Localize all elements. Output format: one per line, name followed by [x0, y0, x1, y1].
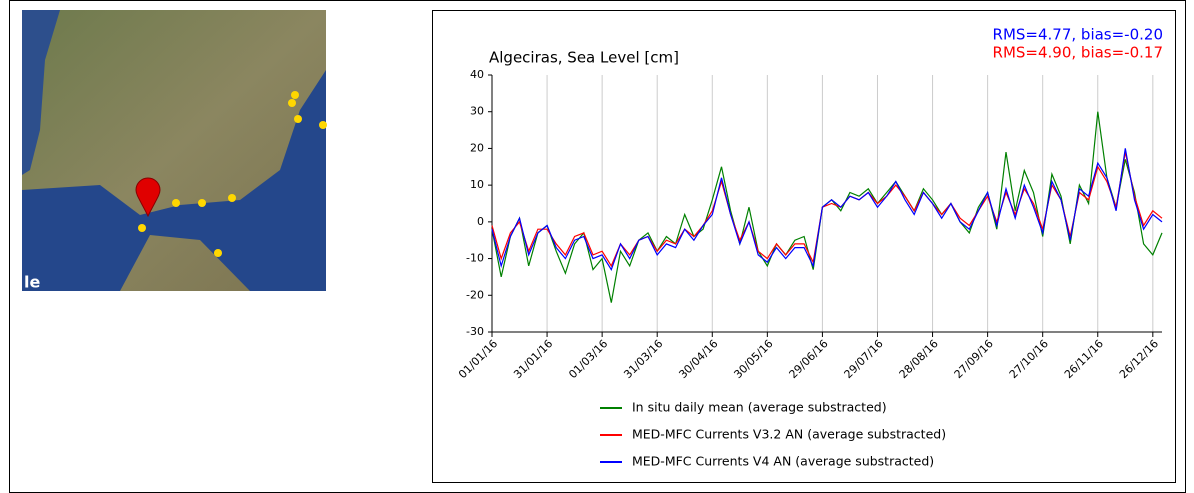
map-station [228, 194, 236, 202]
series-line [491, 111, 1163, 303]
map-station [172, 199, 180, 207]
legend-label: In situ daily mean (average substracted) [632, 400, 887, 415]
x-tick-label: 29/06/16 [787, 337, 831, 381]
annotation: RMS=4.77, bias=-0.20 [993, 26, 1163, 44]
y-tick-label: 30 [470, 105, 484, 118]
map-marker[interactable] [135, 177, 161, 218]
chart-title: Algeciras, Sea Level [cm] [489, 49, 679, 67]
map: le [22, 10, 327, 292]
map-station [288, 99, 296, 107]
legend-label: MED-MFC Currents V4 AN (average substrac… [632, 454, 934, 469]
map-sea [22, 10, 60, 175]
map-sea [22, 70, 326, 291]
x-tick-label: 01/01/16 [456, 337, 500, 381]
x-tick-label: 26/12/16 [1117, 337, 1161, 381]
y-tick-label: -10 [466, 252, 484, 265]
x-tick-label: 26/11/16 [1062, 337, 1106, 381]
map-station [138, 224, 146, 232]
x-tick-label: 01/03/16 [566, 337, 610, 381]
series-line [491, 148, 1163, 271]
x-tick-label: 30/05/16 [731, 337, 775, 381]
chart-frame [432, 10, 1176, 483]
chart: 01/01/16 31/01/16 01/03/16 31/03/16 30/04/16… [456, 26, 1163, 469]
y-tick-label: 40 [470, 68, 484, 81]
x-tick-label: 27/09/16 [952, 337, 996, 381]
map-station [319, 121, 327, 129]
y-tick-label: -30 [466, 325, 484, 338]
y-tick-label: 10 [470, 178, 484, 191]
y-tick-label: 20 [470, 141, 484, 154]
map-station [214, 249, 222, 257]
map-station [294, 115, 302, 123]
x-tick-label: 31/03/16 [621, 337, 665, 381]
x-tick-label: 27/10/16 [1007, 337, 1051, 381]
x-tick-label: 30/04/16 [676, 337, 720, 381]
x-tick-label: 28/08/16 [897, 337, 941, 381]
y-tick-label: 0 [477, 215, 484, 228]
x-tick-label: 31/01/16 [511, 337, 555, 381]
series-line [491, 151, 1163, 268]
map-station [291, 91, 299, 99]
map-station [198, 199, 206, 207]
map-logo: le [24, 273, 40, 292]
annotation: RMS=4.90, bias=-0.17 [993, 44, 1163, 62]
y-tick-label: -20 [466, 288, 484, 301]
x-tick-label: 29/07/16 [842, 337, 886, 381]
legend-label: MED-MFC Currents V3.2 AN (average substr… [632, 427, 946, 442]
